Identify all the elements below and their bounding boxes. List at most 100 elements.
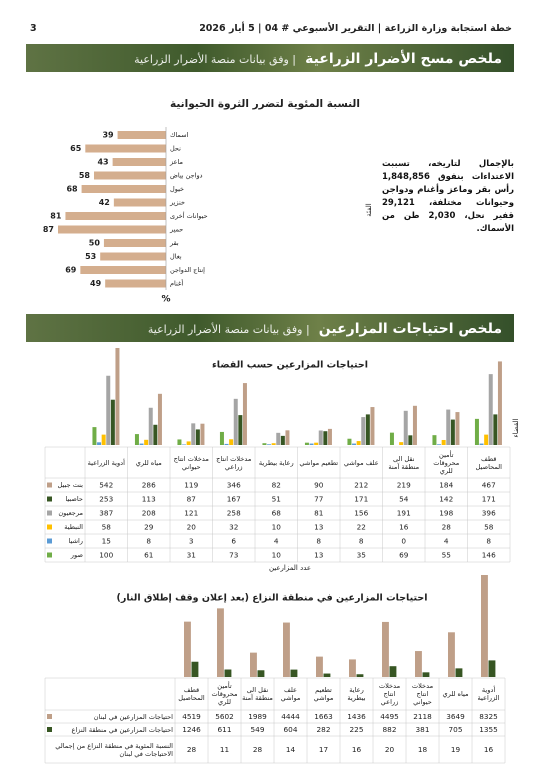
category-label: حيوانات أخرى — [170, 211, 208, 220]
table-value: 121 — [184, 509, 198, 518]
bar — [497, 361, 502, 445]
value-label: 58 — [79, 171, 91, 180]
cell-box: احتياجات المزارعين في منطقة النزاع — [71, 726, 173, 734]
bar — [153, 424, 158, 445]
bar — [92, 427, 97, 445]
table-value: 28 — [253, 745, 263, 754]
table-value: 882 — [383, 725, 397, 734]
bar — [182, 444, 187, 445]
category-label: ماعز — [169, 158, 183, 166]
table-value: 0 — [401, 537, 406, 546]
table-value: 5602 — [215, 712, 234, 721]
section-banner: ملخص احتياجات المزارعين | وفق بيانات منص… — [26, 314, 514, 342]
bar — [314, 442, 319, 445]
bar — [488, 660, 496, 677]
section-title: ملخص مسح الأضرار الزراعية — [305, 51, 502, 67]
table-value: 54 — [399, 495, 409, 504]
table-value: 212 — [354, 481, 368, 490]
legend-swatch — [47, 510, 52, 516]
cell-box: بنت جبيل — [58, 481, 83, 489]
table-value: 20 — [187, 523, 197, 532]
bar — [280, 435, 285, 445]
table-value: 282 — [317, 725, 331, 734]
table-value: 146 — [482, 551, 496, 560]
bar — [139, 443, 144, 445]
legend-swatch — [47, 538, 52, 544]
bar — [415, 651, 422, 677]
bar — [101, 434, 106, 445]
bar — [474, 418, 479, 445]
category-label: بغال — [170, 253, 182, 261]
bar — [94, 171, 166, 180]
table-value: 17 — [319, 745, 329, 754]
category-label: خيول — [170, 185, 184, 193]
table-value: 18 — [418, 745, 428, 754]
table-value: 55 — [442, 551, 451, 560]
bar — [224, 443, 229, 445]
bar — [262, 443, 267, 445]
bar — [448, 632, 455, 677]
legend-label: حاصبيا — [65, 495, 83, 503]
table-value: 1246 — [182, 725, 201, 734]
table-value: 10 — [272, 551, 282, 560]
table-value: 4 — [274, 537, 279, 546]
table-value: 258 — [227, 509, 241, 518]
category-label: بقر — [169, 239, 179, 247]
category-label: نحل — [170, 145, 181, 153]
cell-box: حاصبيا — [65, 495, 83, 503]
bar — [347, 438, 352, 445]
category-header: رعاية بيطرية — [347, 686, 366, 702]
table-value: 8325 — [479, 712, 498, 721]
value-label: 49 — [90, 279, 102, 288]
bar — [250, 652, 257, 677]
table-value: 6 — [231, 537, 236, 546]
table-value: 2118 — [413, 712, 432, 721]
bar — [316, 656, 323, 677]
page-number: 3 — [30, 22, 37, 34]
table-value: 90 — [314, 481, 324, 490]
value-label: 87 — [43, 225, 54, 234]
bar — [309, 443, 314, 445]
table-value: 15 — [102, 537, 111, 546]
bar — [65, 212, 166, 220]
value-label: 65 — [70, 144, 82, 153]
cell-box: احتياجات المزارعين في لبنان — [94, 713, 173, 721]
bar — [479, 443, 484, 445]
bar — [81, 185, 166, 193]
bar — [184, 621, 191, 677]
value-label: 42 — [99, 198, 110, 207]
bar — [200, 423, 205, 445]
table-value: 8 — [146, 537, 151, 546]
bar — [80, 266, 166, 274]
legend-label: النبطية — [64, 523, 83, 531]
bar — [455, 412, 460, 445]
value-label: 53 — [85, 252, 96, 261]
table-value: 542 — [99, 481, 113, 490]
bar — [422, 672, 430, 677]
section-subtitle: | وفق بيانات منصة الأضرار الزراعية — [147, 323, 310, 336]
x-axis-label: % — [161, 295, 170, 305]
bar — [242, 383, 247, 445]
table-value: 87 — [187, 495, 197, 504]
cell-box: النسبة المئوية في منطقة النزاع من إجمالي… — [55, 742, 173, 758]
bar — [233, 398, 238, 445]
bar — [217, 608, 224, 677]
table-value: 611 — [218, 725, 232, 734]
table-value: 81 — [314, 509, 323, 518]
category-header: تطعيم مواشي — [313, 686, 334, 702]
section-banner: ملخص مسح الأضرار الزراعية | وفق بيانات م… — [26, 44, 514, 72]
table-value: 381 — [416, 725, 430, 734]
category-header: أدوية الزراعية — [477, 686, 500, 702]
bar — [186, 441, 191, 445]
bar — [191, 423, 196, 445]
category-label: اسماك — [170, 131, 189, 139]
table-value: 3 — [189, 537, 194, 546]
category-header: قطف المحاصيل — [475, 454, 502, 471]
category-header: علف مواشي — [280, 686, 301, 702]
table-value: 142 — [439, 495, 453, 504]
value-label: 39 — [102, 131, 114, 140]
table-value: 69 — [399, 551, 409, 560]
bar — [399, 442, 404, 445]
table-value: 1989 — [248, 712, 267, 721]
cell-box: مدخلات انتاج زراعي — [379, 682, 400, 706]
